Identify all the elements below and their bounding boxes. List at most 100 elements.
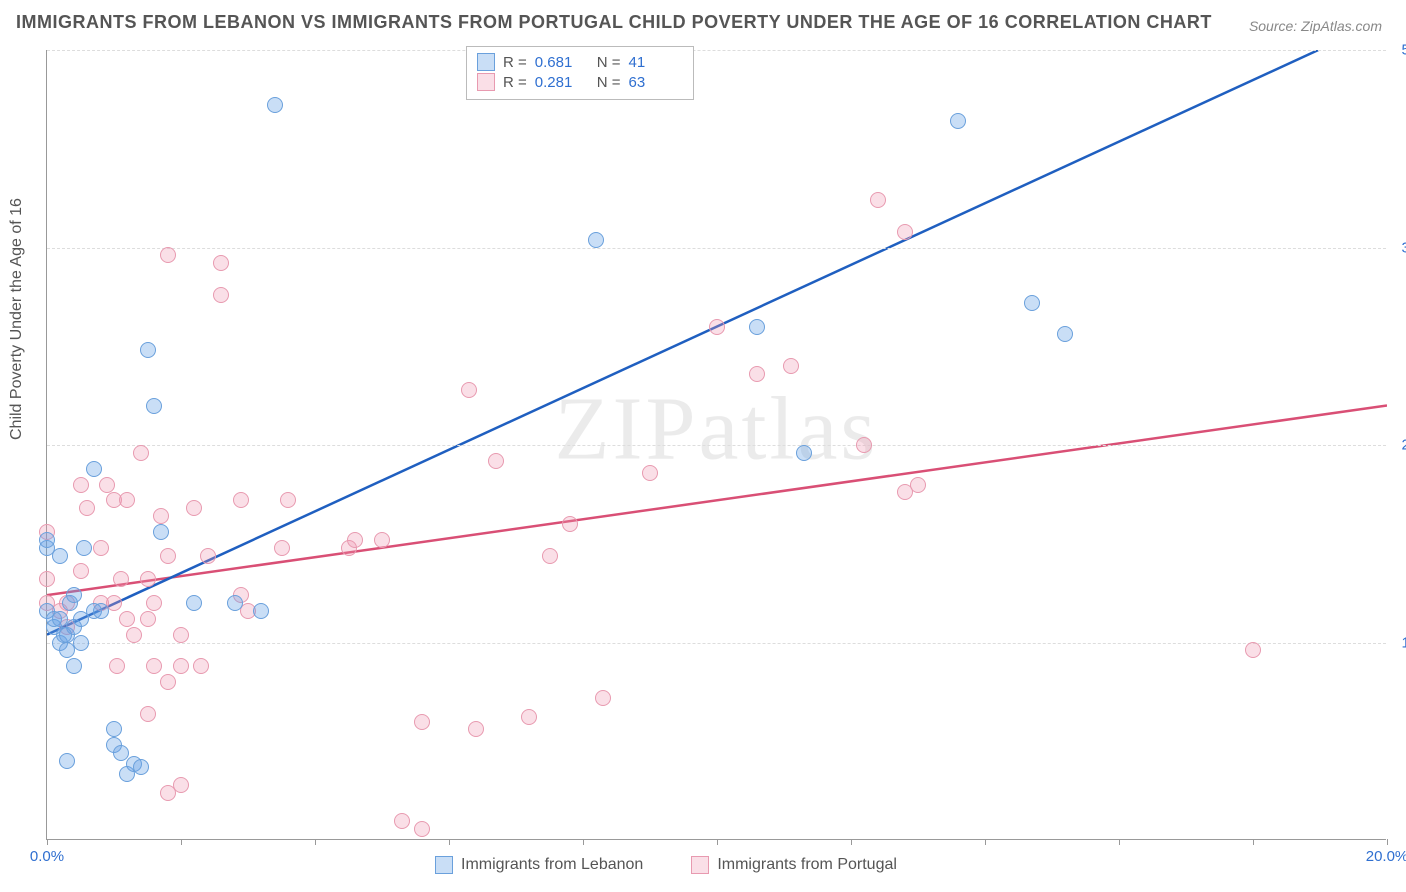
stats-row-series2: R = 0.281 N = 63 [477, 73, 683, 91]
n-value-1: 41 [629, 54, 683, 71]
point-series2 [160, 548, 176, 564]
point-series1 [1024, 295, 1040, 311]
point-series1 [153, 524, 169, 540]
point-series2 [193, 658, 209, 674]
x-tick [985, 839, 986, 845]
point-series1 [66, 658, 82, 674]
point-series1 [749, 319, 765, 335]
stats-row-series1: R = 0.681 N = 41 [477, 53, 683, 71]
point-series2 [488, 453, 504, 469]
point-series2 [1245, 642, 1261, 658]
point-series2 [93, 540, 109, 556]
point-series2 [856, 437, 872, 453]
r-label-2: R = [503, 74, 527, 91]
point-series1 [106, 721, 122, 737]
r-value-2: 0.281 [535, 74, 589, 91]
point-series2 [461, 382, 477, 398]
point-series2 [113, 571, 129, 587]
point-series2 [562, 516, 578, 532]
x-tick [315, 839, 316, 845]
legend-item-series1: Immigrants from Lebanon [435, 856, 643, 874]
gridline [47, 445, 1386, 446]
x-tick [449, 839, 450, 845]
legend-label-series1: Immigrants from Lebanon [461, 856, 643, 874]
point-series2 [213, 255, 229, 271]
point-series2 [140, 706, 156, 722]
swatch-series2-bottom [691, 856, 709, 874]
point-series1 [59, 753, 75, 769]
legend-item-series2: Immigrants from Portugal [691, 856, 897, 874]
point-series1 [93, 603, 109, 619]
point-series1 [588, 232, 604, 248]
point-series1 [39, 532, 55, 548]
point-series2 [186, 500, 202, 516]
n-label-2: N = [597, 74, 621, 91]
gridline [47, 248, 1386, 249]
x-tick [1253, 839, 1254, 845]
point-series2 [233, 492, 249, 508]
point-series1 [76, 540, 92, 556]
point-series1 [66, 587, 82, 603]
point-series2 [39, 571, 55, 587]
point-series2 [99, 477, 115, 493]
point-series2 [146, 595, 162, 611]
point-series2 [133, 445, 149, 461]
point-series2 [126, 627, 142, 643]
swatch-series1 [477, 53, 495, 71]
point-series2 [173, 627, 189, 643]
point-series2 [897, 224, 913, 240]
x-tick [47, 839, 48, 845]
gridline [47, 643, 1386, 644]
point-series2 [160, 674, 176, 690]
point-series1 [113, 745, 129, 761]
point-series2 [542, 548, 558, 564]
chart-title: IMMIGRANTS FROM LEBANON VS IMMIGRANTS FR… [16, 12, 1212, 33]
point-series2 [280, 492, 296, 508]
point-series1 [146, 398, 162, 414]
point-series2 [468, 721, 484, 737]
point-series1 [227, 595, 243, 611]
source-label: Source: ZipAtlas.com [1249, 18, 1382, 34]
point-series2 [119, 611, 135, 627]
point-series2 [374, 532, 390, 548]
point-series2 [140, 571, 156, 587]
point-series1 [253, 603, 269, 619]
plot-region: ZIPatlas 12.5%25.0%37.5%50.0%0.0%20.0% [46, 50, 1386, 840]
x-tick [851, 839, 852, 845]
point-series2 [414, 821, 430, 837]
stats-legend-box: R = 0.681 N = 41 R = 0.281 N = 63 [466, 46, 694, 100]
point-series2 [79, 500, 95, 516]
point-series2 [73, 477, 89, 493]
point-series1 [73, 635, 89, 651]
point-series1 [86, 461, 102, 477]
y-tick-label: 37.5% [1401, 239, 1406, 256]
watermark: ZIPatlas [555, 377, 879, 480]
x-tick [583, 839, 584, 845]
point-series2 [274, 540, 290, 556]
x-tick [1387, 839, 1388, 845]
x-tick-label: 0.0% [30, 848, 64, 865]
point-series2 [910, 477, 926, 493]
point-series1 [796, 445, 812, 461]
point-series1 [267, 97, 283, 113]
point-series2 [213, 287, 229, 303]
point-series2 [394, 813, 410, 829]
n-value-2: 63 [629, 74, 683, 91]
n-label-1: N = [597, 54, 621, 71]
point-series1 [52, 548, 68, 564]
r-value-1: 0.681 [535, 54, 589, 71]
point-series2 [153, 508, 169, 524]
point-series1 [1057, 326, 1073, 342]
point-series2 [200, 548, 216, 564]
swatch-series2 [477, 73, 495, 91]
point-series2 [140, 611, 156, 627]
r-label-1: R = [503, 54, 527, 71]
x-tick [717, 839, 718, 845]
point-series2 [595, 690, 611, 706]
point-series2 [109, 658, 125, 674]
y-tick-label: 25.0% [1401, 437, 1406, 454]
x-tick [181, 839, 182, 845]
point-series1 [186, 595, 202, 611]
point-series2 [749, 366, 765, 382]
point-series1 [133, 759, 149, 775]
